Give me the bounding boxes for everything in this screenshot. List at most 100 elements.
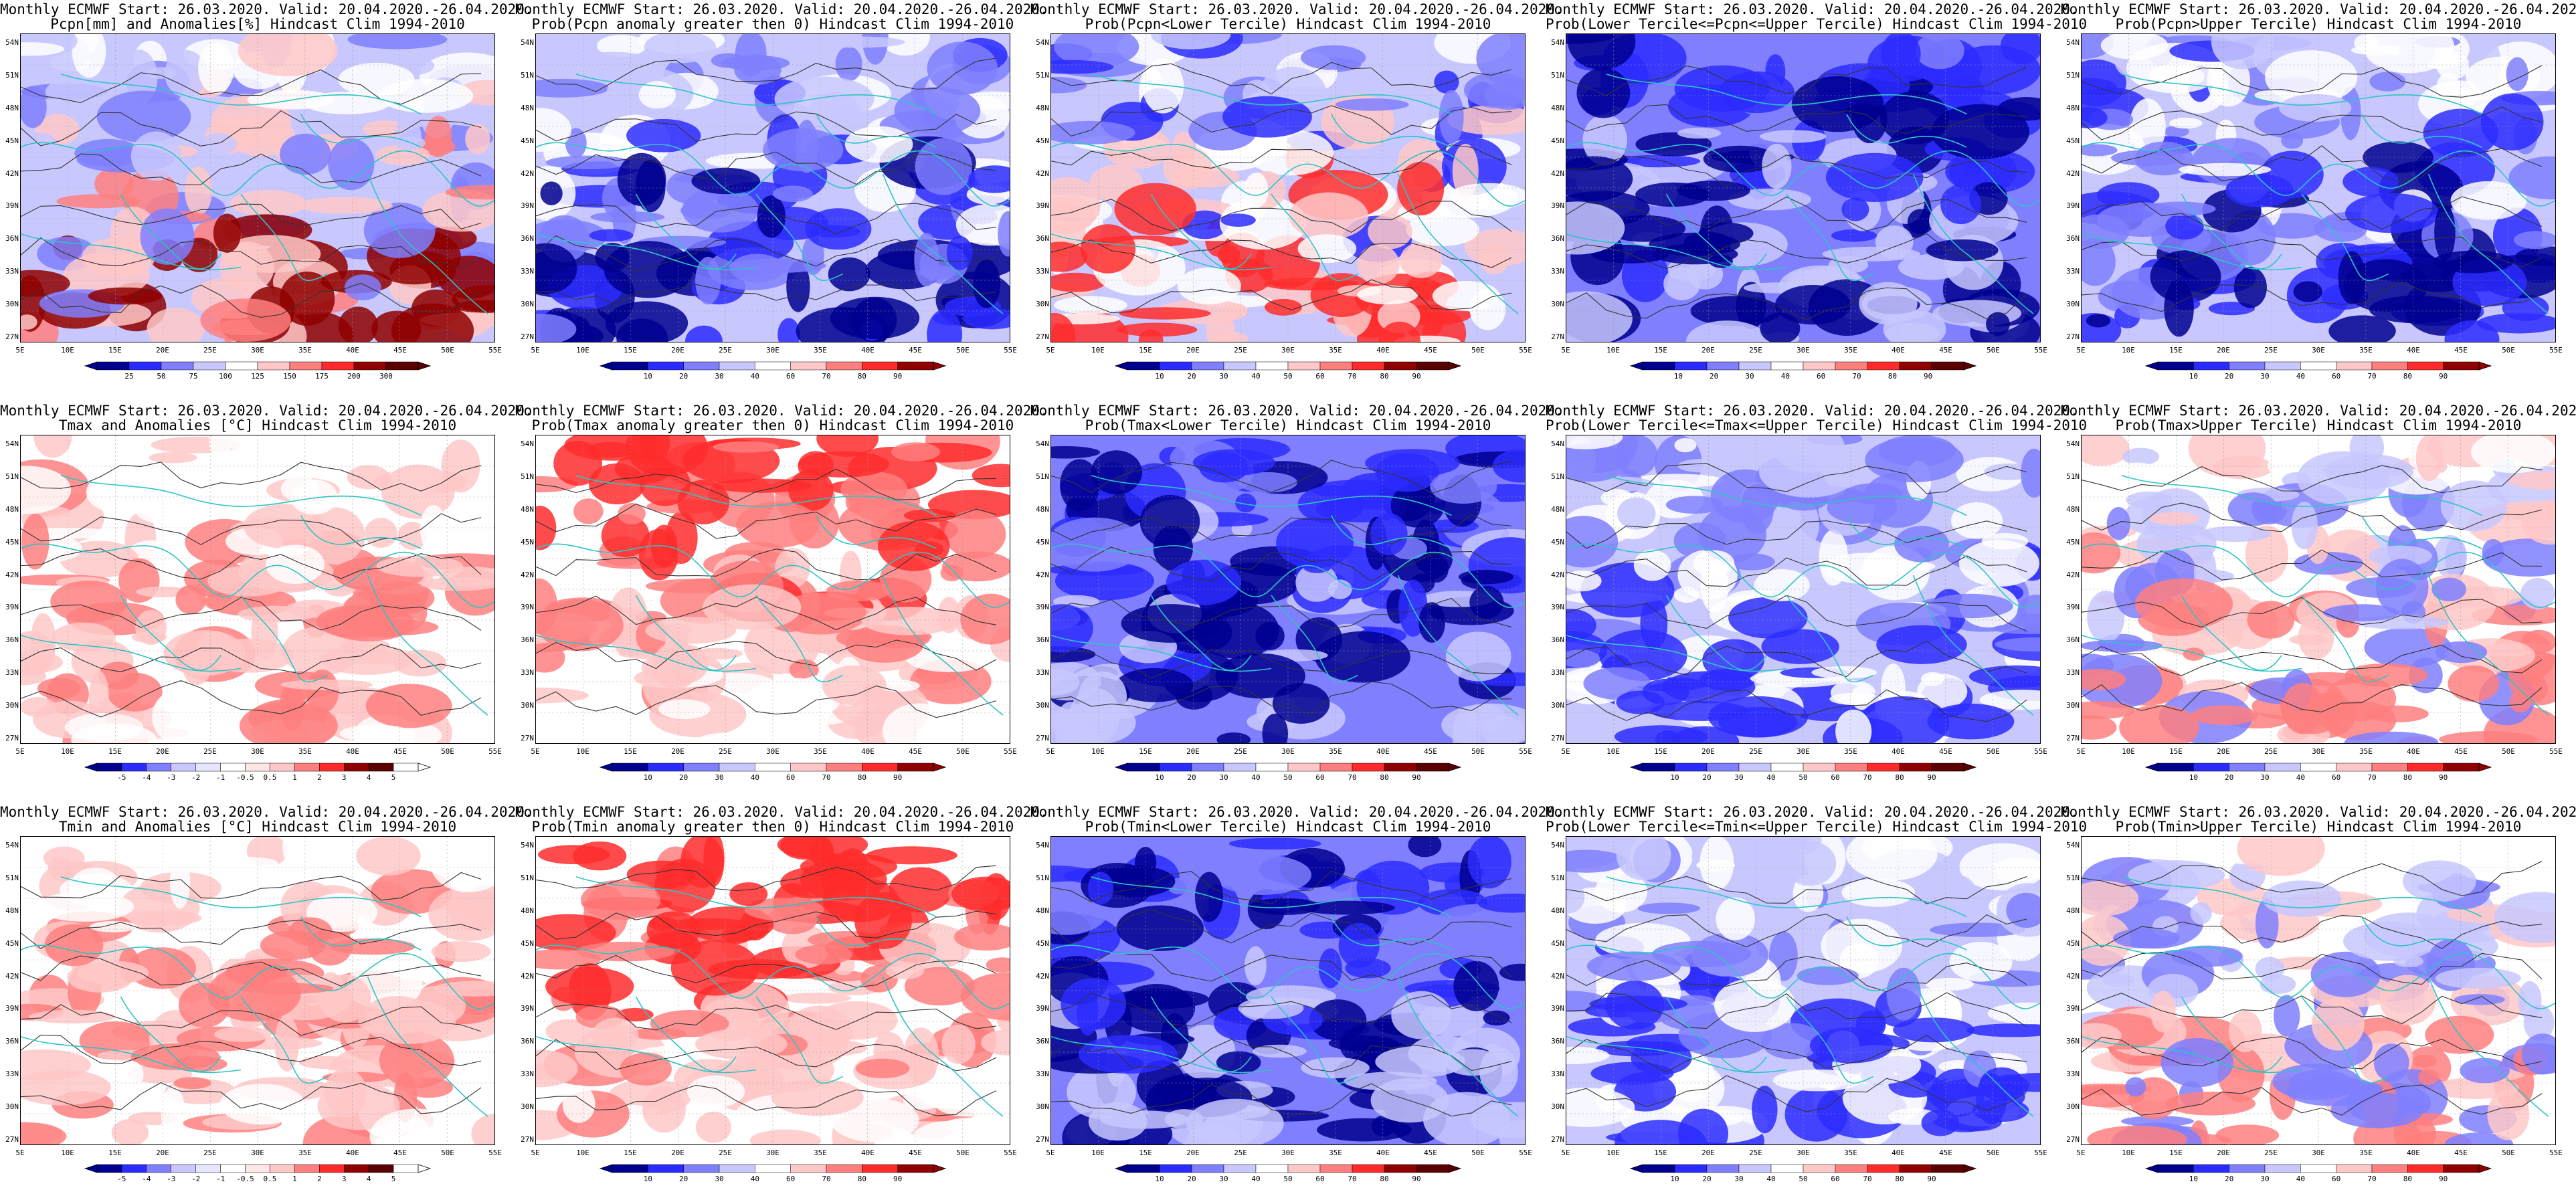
map-field-patch (1408, 837, 1442, 858)
coastline-border (536, 233, 757, 271)
latitude-tick-label: 42N (1551, 570, 1564, 579)
forecast-map-panel: Monthly ECMWF Start: 26.03.2020. Valid: … (1030, 401, 1564, 803)
map-field-patch (147, 308, 205, 342)
map-field-patch (1677, 127, 1722, 139)
coastline-border (536, 944, 1010, 1009)
panel-title-line2: Prob(Pcpn>Upper Tercile) Hindcast Clim 1… (2115, 16, 2522, 32)
map-field-patch (1754, 569, 1810, 601)
colorbar-tick-label: 90 (893, 773, 902, 782)
map-field-patch (1469, 288, 1506, 330)
colorbar-tick-label: 80 (2403, 1175, 2412, 1183)
map-field-patch (1051, 60, 1114, 74)
colorbar-segment (2443, 763, 2480, 772)
map-field-patch (903, 1090, 941, 1110)
map-field-patch (1566, 1088, 1635, 1127)
longitude-tick-label: 45E (1939, 1148, 1952, 1157)
map-field-patch (1951, 502, 2003, 539)
map-field-patch (2233, 266, 2267, 308)
map-field-patch (1481, 715, 1525, 743)
map-field-patch (1972, 1098, 2029, 1122)
map-field-patch (1051, 196, 1096, 234)
colorbar-tick-label: 1 (292, 773, 297, 782)
latitude-tick-label: 33N (1551, 267, 1564, 276)
map-field-patch (1830, 680, 1875, 705)
coastline-border (1912, 173, 2034, 314)
longitude-tick-label: 25E (2264, 1148, 2278, 1157)
map-field-patch (749, 1129, 821, 1144)
colorbar-segment (2336, 763, 2373, 772)
map-field-patch (1566, 849, 1627, 873)
map-field-patch (822, 665, 887, 706)
map-field-patch (2190, 902, 2212, 924)
colorbar-segment (1159, 1164, 1192, 1173)
panel-title-line1: Monthly ECMWF Start: 26.03.2020. Valid: … (1030, 1, 1564, 17)
coastline-border (1271, 996, 1359, 1084)
colorbar-tick-label: 20 (1187, 372, 1196, 381)
map-field-patch (835, 46, 862, 82)
map-field-patch (1439, 90, 1464, 144)
latitude-tick-label: 48N (2066, 504, 2080, 514)
map-field-patch (1934, 874, 1975, 902)
colorbar-segment (2443, 1164, 2480, 1173)
map-field-patch (1704, 34, 1779, 65)
colorbar-tick-label: 30 (1219, 773, 1228, 782)
longitude-tick-label: 15E (1654, 747, 1667, 756)
colorbar-segment (1191, 763, 1224, 772)
longitude-tick-label: 35E (2359, 346, 2373, 355)
colorbar-segment (1835, 361, 1868, 371)
map-field-patch (1589, 995, 1687, 1012)
colorbar-segment (1899, 361, 1932, 371)
longitude-tick-label: 35E (814, 747, 827, 756)
colorbar-segment (862, 1164, 898, 1173)
longitude-tick-label: 20E (1186, 346, 1200, 355)
coastline-border (1051, 634, 1272, 672)
coastline-border (2427, 173, 2549, 314)
map-field-patch (1907, 209, 1934, 235)
latitude-tick-label: 27N (521, 734, 534, 742)
coastline-border (1397, 976, 1519, 1117)
colorbar-tick-label: 50 (1283, 1175, 1292, 1183)
map-field-patch (1079, 671, 1127, 722)
forecast-map-panel: Monthly ECMWF Start: 26.03.2020. Valid: … (0, 0, 533, 401)
map-field-patch (1844, 104, 1884, 118)
map-field-patch (810, 36, 905, 48)
colorbar-canvas: 10 20 30 40 50 60 70 80 90 (1114, 1164, 1462, 1183)
longitude-tick-label: 30E (2312, 346, 2325, 355)
longitude-tick-label: 35E (1329, 346, 1342, 355)
map-field-patch (1368, 214, 1412, 249)
map-field-patch (239, 701, 338, 743)
longitude-tick-label: 15E (1139, 1148, 1152, 1157)
map-field-patch (1051, 272, 1106, 292)
colorbar-segment (790, 763, 827, 772)
colorbar-tick-label: 40 (1251, 1175, 1260, 1183)
map-field-patch (2282, 683, 2324, 734)
map-field-patch (1699, 837, 1734, 890)
map-field-patch (708, 959, 808, 980)
longitude-tick-label: 25E (719, 346, 732, 355)
latitude-tick-label: 27N (5, 332, 19, 341)
map-field-patch (422, 226, 477, 251)
coastline-border (1271, 595, 1359, 683)
coastline-border (1051, 142, 1525, 207)
coastline-border (1606, 73, 1967, 115)
latitude-tick-label: 51N (2066, 70, 2080, 80)
colorbar-tick-label: 3 (342, 773, 347, 782)
colorbar-segment (1223, 1164, 1257, 1173)
map-field-patch (1356, 860, 1430, 915)
map-field-patch (165, 49, 207, 98)
longitude-tick-label: 30E (1797, 747, 1810, 756)
latitude-tick-label: 48N (5, 906, 19, 915)
map-field-patch (943, 1117, 1006, 1132)
longitude-tick-label: 40E (861, 346, 875, 355)
longitude-tick-label: 10E (576, 1148, 589, 1157)
latitude-tick-label: 27N (1036, 734, 1049, 742)
map-field-patch (2342, 167, 2399, 197)
colorbar-segment (1352, 763, 1385, 772)
colorbar-tick-label: 20 (1187, 773, 1196, 782)
colorbar-segment (319, 763, 345, 772)
map-field-patch (422, 189, 494, 232)
longitude-tick-label: 5E (1561, 346, 1570, 355)
colorbar-segment (826, 361, 862, 371)
colorbar-tick-label: 125 (251, 372, 264, 381)
contour-line (536, 639, 997, 671)
